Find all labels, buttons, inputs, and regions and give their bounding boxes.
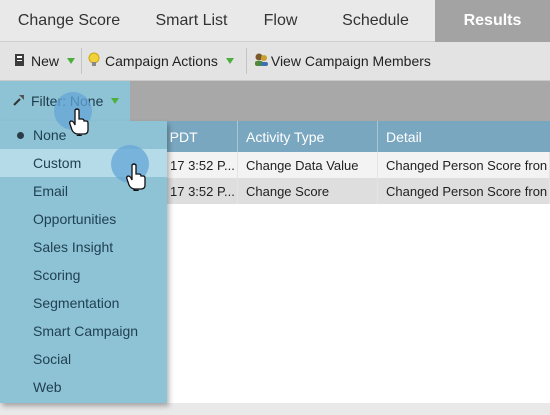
campaign-actions-label: Campaign Actions — [105, 53, 218, 69]
cell-date: 17 3:52 P... — [0, 152, 238, 178]
menu-item-none[interactable]: None — [0, 121, 167, 149]
new-button[interactable]: New — [0, 42, 76, 81]
dropdown-arrow-icon — [225, 58, 234, 64]
menu-item-label: Social — [33, 351, 72, 367]
cell-detail: Changed Person Score fron — [378, 178, 550, 204]
view-campaign-members-label: View Campaign Members — [270, 53, 431, 69]
cell-detail: Changed Person Score fron — [378, 152, 550, 178]
menu-item-label: Sales Insight — [33, 239, 114, 255]
menu-item-label: Email — [33, 183, 69, 199]
column-header-date[interactable]: e PDT — [0, 121, 238, 152]
menu-item-sales-insight[interactable]: Sales Insight — [0, 233, 167, 261]
new-label: New — [31, 53, 60, 69]
menu-item-label: Opportunities — [33, 211, 117, 227]
tab-flow[interactable]: Flow — [263, 12, 298, 29]
dropdown-arrow-icon — [67, 58, 76, 64]
campaign-actions-button[interactable]: Campaign Actions — [88, 42, 234, 81]
hand-cursor-icon — [126, 163, 146, 190]
cell-activity: Change Data Value — [238, 152, 378, 178]
menu-item-label: Scoring — [33, 267, 81, 283]
tab-schedule[interactable]: Schedule — [342, 12, 409, 29]
tab-change-score[interactable]: Change Score — [17, 12, 121, 29]
toolbar-divider — [81, 48, 83, 74]
lightbulb-icon — [88, 52, 100, 70]
cell-activity: Change Score — [238, 178, 378, 204]
cell-date: 17 3:52 P... — [0, 178, 238, 204]
filter-icon — [12, 93, 26, 110]
tab-bar: Change Score Smart List Flow Schedule Re… — [0, 0, 550, 42]
tab-results[interactable]: Results — [435, 0, 550, 42]
menu-item-label: Segmentation — [33, 295, 120, 311]
members-icon — [253, 52, 269, 70]
column-header-activity-type[interactable]: Activity Type — [238, 121, 378, 152]
menu-item-web[interactable]: Web — [0, 373, 167, 401]
selected-bullet-icon — [17, 132, 24, 139]
menu-item-opportunities[interactable]: Opportunities — [0, 205, 167, 233]
new-document-icon — [14, 53, 26, 70]
menu-item-scoring[interactable]: Scoring — [0, 261, 167, 289]
bottom-strip — [0, 403, 550, 415]
hand-cursor-icon — [69, 108, 89, 135]
toolbar: New Campaign Actions View Campaign Membe… — [0, 42, 550, 81]
menu-item-segmentation[interactable]: Segmentation — [0, 289, 167, 317]
menu-item-label: None — [33, 127, 67, 143]
column-header-detail[interactable]: Detail — [386, 128, 422, 145]
menu-item-label: Web — [33, 379, 62, 395]
menu-item-smart-campaign[interactable]: Smart Campaign — [0, 317, 167, 345]
toolbar-divider — [245, 48, 247, 74]
menu-item-label: Custom — [33, 155, 82, 171]
menu-item-label: Smart Campaign — [33, 323, 139, 339]
dropdown-arrow-icon — [111, 98, 120, 104]
menu-item-email[interactable]: Email — [0, 177, 167, 205]
view-campaign-members-button[interactable]: View Campaign Members — [253, 42, 431, 81]
tab-smart-list[interactable]: Smart List — [155, 12, 228, 29]
menu-item-social[interactable]: Social — [0, 345, 167, 373]
